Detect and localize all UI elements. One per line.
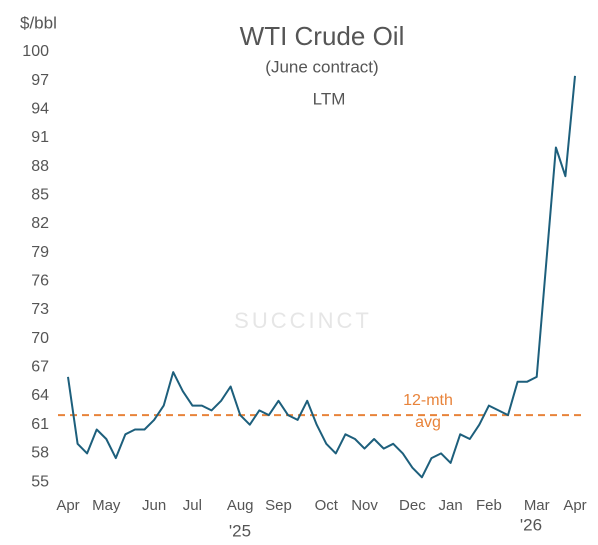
- y-tick-label: 100: [22, 43, 49, 60]
- chart-subtitle: (June contract): [265, 57, 378, 76]
- y-tick-label: 73: [31, 301, 49, 318]
- x-tick-label: Jun: [142, 497, 166, 514]
- year-label: '25: [229, 521, 251, 540]
- y-tick-label: 58: [31, 445, 49, 462]
- price-line: [67, 75, 576, 479]
- x-tick-label: Jan: [439, 497, 463, 514]
- y-tick-label: 82: [31, 215, 49, 232]
- average-label: 12-mth: [403, 392, 453, 409]
- y-tick-label: 91: [31, 129, 49, 146]
- x-tick-label: Jul: [183, 497, 202, 514]
- average-label: avg: [415, 414, 441, 431]
- y-tick-label: 64: [31, 387, 49, 404]
- x-tick-label: Oct: [315, 497, 339, 514]
- y-tick-label: 67: [31, 359, 49, 376]
- y-tick-label: 55: [31, 473, 49, 490]
- y-tick-label: 85: [31, 187, 49, 204]
- x-tick-label: May: [92, 497, 121, 514]
- x-tick-label: Apr: [56, 497, 79, 514]
- y-tick-label: 76: [31, 273, 49, 290]
- y-tick-label: 79: [31, 244, 49, 261]
- x-tick-label: Nov: [351, 497, 378, 514]
- x-tick-label: Mar: [524, 497, 550, 514]
- y-tick-label: 70: [31, 330, 49, 347]
- x-tick-label: Apr: [563, 497, 586, 514]
- y-axis-label: $/bbl: [20, 13, 57, 32]
- x-tick-label: Sep: [265, 497, 292, 514]
- y-tick-label: 61: [31, 416, 49, 433]
- chart-title: WTI Crude Oil: [240, 21, 405, 51]
- year-label: '26: [520, 515, 542, 534]
- y-tick-label: 94: [31, 101, 49, 118]
- x-tick-label: Dec: [399, 497, 426, 514]
- watermark: SUCCINCT: [234, 308, 372, 333]
- x-tick-label: Feb: [476, 497, 502, 514]
- y-tick-label: 88: [31, 158, 49, 175]
- period-label: LTM: [313, 89, 346, 108]
- y-tick-label: 97: [31, 72, 49, 89]
- x-tick-label: Aug: [227, 497, 254, 514]
